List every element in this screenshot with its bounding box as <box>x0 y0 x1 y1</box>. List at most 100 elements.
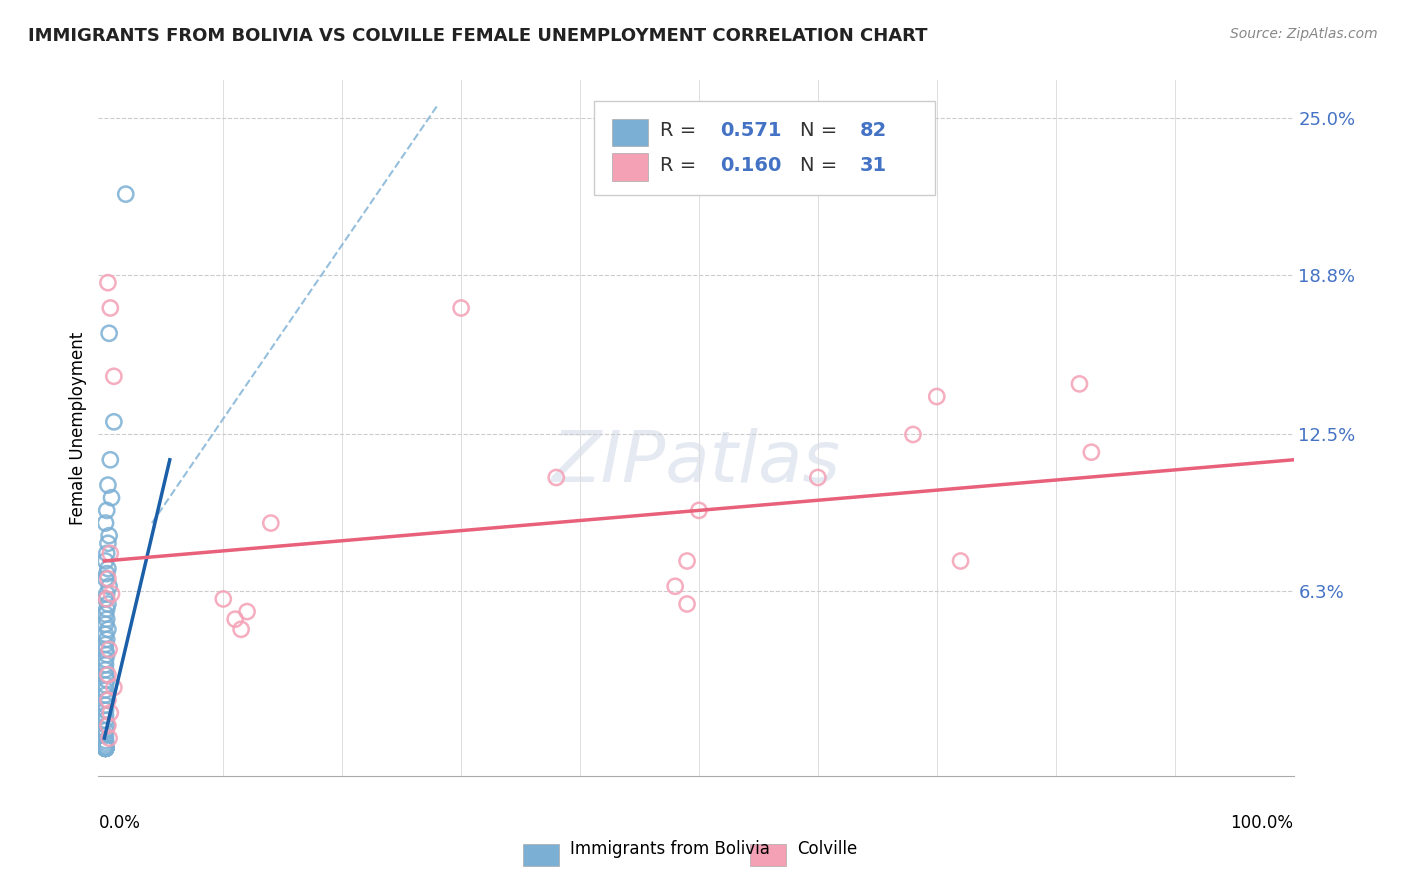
Y-axis label: Female Unemployment: Female Unemployment <box>69 332 87 524</box>
Point <box>96 648 118 662</box>
Point <box>260 516 283 530</box>
Point <box>100 491 122 505</box>
Point <box>97 561 120 575</box>
Point <box>94 741 117 756</box>
Point <box>94 741 117 756</box>
Point <box>94 741 117 756</box>
Point <box>97 597 120 611</box>
Point <box>98 326 121 341</box>
Point <box>94 741 117 756</box>
Point <box>94 741 117 756</box>
Point <box>96 566 118 581</box>
Text: R =: R = <box>661 121 703 140</box>
Text: Colville: Colville <box>797 840 858 858</box>
Point <box>97 693 120 707</box>
Point <box>94 741 117 756</box>
Point <box>688 503 710 517</box>
Point <box>94 741 117 756</box>
Point <box>94 617 117 632</box>
Point <box>664 579 686 593</box>
Point <box>96 693 118 707</box>
Text: IMMIGRANTS FROM BOLIVIA VS COLVILLE FEMALE UNEMPLOYMENT CORRELATION CHART: IMMIGRANTS FROM BOLIVIA VS COLVILLE FEMA… <box>28 27 928 45</box>
Point <box>94 627 117 641</box>
Point <box>94 741 117 756</box>
Point <box>1069 376 1091 391</box>
Point <box>224 612 246 626</box>
Point <box>94 739 117 753</box>
Point <box>94 736 117 750</box>
FancyBboxPatch shape <box>595 101 935 195</box>
Point <box>94 741 117 756</box>
Text: 0.160: 0.160 <box>720 156 782 175</box>
Point <box>97 536 120 550</box>
Point <box>94 741 117 756</box>
Point <box>98 579 121 593</box>
Point <box>94 741 117 756</box>
Point <box>103 415 125 429</box>
Point <box>94 723 117 738</box>
Point <box>94 678 117 692</box>
Point <box>94 657 117 672</box>
Point <box>96 602 118 616</box>
Point <box>925 390 948 404</box>
Point <box>94 703 117 717</box>
Bar <box>523 844 558 866</box>
Point <box>96 718 118 732</box>
Point <box>103 369 125 384</box>
Point <box>96 503 118 517</box>
Point <box>98 642 121 657</box>
Text: N =: N = <box>800 156 844 175</box>
Point <box>114 187 136 202</box>
Point <box>94 607 117 621</box>
Point <box>94 741 117 756</box>
Point <box>1080 445 1102 459</box>
Point <box>98 301 121 315</box>
Point <box>94 741 117 756</box>
Point <box>97 622 120 636</box>
Point <box>97 668 120 682</box>
Point <box>901 427 924 442</box>
Point <box>97 276 120 290</box>
Point <box>94 741 117 756</box>
Point <box>94 741 117 756</box>
Point <box>807 470 830 484</box>
Point <box>96 632 118 647</box>
Point <box>949 554 972 568</box>
Point <box>98 731 121 745</box>
Point <box>94 741 117 756</box>
Point <box>94 516 117 530</box>
Point <box>546 470 568 484</box>
Point <box>94 714 117 728</box>
Point <box>94 741 117 756</box>
Point <box>98 452 121 467</box>
Point <box>94 741 117 756</box>
Text: 0.571: 0.571 <box>720 121 782 140</box>
Point <box>94 668 117 682</box>
Text: 82: 82 <box>859 121 887 140</box>
Point <box>98 529 121 543</box>
Text: R =: R = <box>661 156 703 175</box>
Point <box>94 741 117 756</box>
Text: Source: ZipAtlas.com: Source: ZipAtlas.com <box>1230 27 1378 41</box>
Point <box>94 572 117 586</box>
Point <box>236 605 259 619</box>
Point <box>94 741 117 756</box>
Point <box>229 622 252 636</box>
Bar <box>613 119 648 146</box>
Point <box>96 591 118 606</box>
Text: 0.0%: 0.0% <box>98 814 141 832</box>
Point <box>94 688 117 702</box>
Point <box>94 741 117 756</box>
Point <box>94 554 117 568</box>
Point <box>676 597 699 611</box>
Point <box>94 741 117 756</box>
Point <box>96 612 118 626</box>
Point <box>94 741 117 756</box>
Text: 100.0%: 100.0% <box>1230 814 1294 832</box>
Point <box>676 554 699 568</box>
Point <box>94 741 117 756</box>
Text: N =: N = <box>800 121 844 140</box>
Point <box>94 642 117 657</box>
Point <box>98 546 121 560</box>
Point <box>97 572 120 586</box>
